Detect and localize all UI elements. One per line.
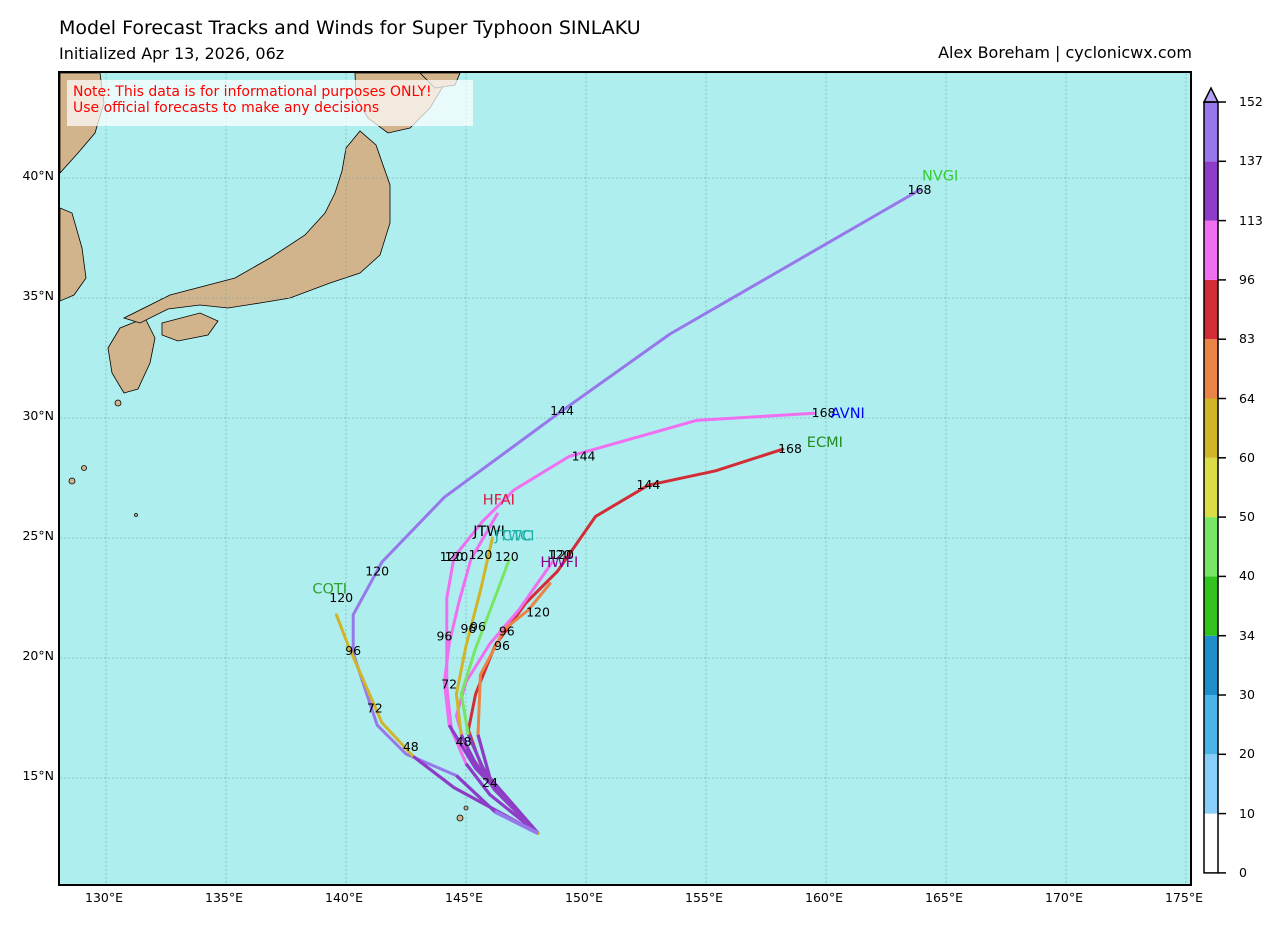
disclaimer-line-2: Use official forecasts to make any decis… <box>73 100 380 116</box>
forecast-hour-label: 96 <box>494 638 510 653</box>
disclaimer-note: Note: This data is for informational pur… <box>67 80 473 126</box>
colorbar-segment <box>1204 813 1218 873</box>
model-label-coti: COTI <box>312 581 347 597</box>
colorbar-tick-label: 10 <box>1239 805 1255 821</box>
lon-tick-label: 135°E <box>204 890 244 905</box>
forecast-hour-label: 144 <box>636 477 660 492</box>
lat-tick-label: 35°N <box>22 288 54 303</box>
forecast-hour-label: 96 <box>460 621 476 636</box>
chart-credit: Alex Boreham | cyclonicwx.com <box>938 43 1192 62</box>
colorbar-tick-label: 60 <box>1239 449 1255 465</box>
forecast-tracks <box>334 188 922 835</box>
colorbar-segment <box>1204 576 1218 636</box>
lon-tick-label: 140°E <box>324 890 364 905</box>
lat-tick-label: 40°N <box>22 168 54 183</box>
colorbar-tick-label: 40 <box>1239 568 1255 584</box>
model-label-hwfi: HWFI <box>540 555 578 571</box>
lon-tick-label: 170°E <box>1044 890 1084 905</box>
colorbar-tick-label: 30 <box>1239 687 1255 702</box>
colorbar-outline <box>1203 101 1219 874</box>
model-label-nvgi: NVGI <box>922 169 958 185</box>
colorbar-tick-label: 64 <box>1239 390 1255 406</box>
lat-tick-label: 15°N <box>22 768 54 783</box>
landmass <box>60 73 469 822</box>
forecast-hour-label: 96 <box>499 624 515 639</box>
colorbar-tick-label: 34 <box>1239 627 1255 643</box>
forecast-hour-label: 120 <box>550 547 574 562</box>
track-intense-segment <box>476 734 540 835</box>
lon-tick-label: 150°E <box>564 890 604 905</box>
lat-tick-label: 20°N <box>22 648 54 663</box>
colorbar-tick-label: 0 <box>1239 864 1247 880</box>
track-labels: 120 144 168 120 144 168 120 144 168 96 120 96 120 96 1… <box>312 169 958 790</box>
colorbar-tick-label: 96 <box>1239 271 1255 287</box>
forecast-hour-label: 168 <box>908 182 932 197</box>
forecast-hour-label: 120 <box>444 549 468 564</box>
forecast-hour-label: 144 <box>572 448 596 463</box>
colorbar-tick-label: 137 <box>1239 153 1263 169</box>
forecast-hour-label: 96 <box>345 643 361 658</box>
colorbar-extend-arrow <box>1202 86 1220 103</box>
lon-tick-label: 160°E <box>804 890 844 905</box>
forecast-hour-label: 120 <box>526 604 550 619</box>
lon-tick-label: 165°E <box>924 890 964 905</box>
lon-tick-label: 175°E <box>1164 890 1204 905</box>
forecast-hour-label: 144 <box>550 403 574 418</box>
model-label-hfai: HFAI <box>483 493 515 509</box>
chart-title: Model Forecast Tracks and Winds for Supe… <box>59 17 641 39</box>
lon-tick-label: 130°E <box>84 890 124 905</box>
colorbar-segment <box>1204 754 1218 814</box>
forecast-hour-label: 120 <box>329 590 353 605</box>
colorbar-segment <box>1204 102 1218 162</box>
track-nvgi <box>351 188 922 835</box>
colorbar-segment <box>1204 457 1218 518</box>
lat-tick-label: 30°N <box>22 408 54 423</box>
colorbar-segment <box>1204 339 1218 399</box>
forecast-hour-label: 120 <box>365 564 389 579</box>
model-label-jtwi: JTWI <box>472 524 505 540</box>
forecast-hour-label: 96 <box>470 619 486 634</box>
forecast-hour-label: 120 <box>468 547 492 562</box>
forecast-hour-label: 24 <box>482 775 498 790</box>
model-label-jtwc: JTWC <box>494 529 533 545</box>
colorbar-segment <box>1204 398 1218 458</box>
colorbar-segment <box>1204 220 1218 280</box>
lon-tick-label: 155°E <box>684 890 724 905</box>
forecast-hour-label: 96 <box>436 628 452 643</box>
model-label-ecmi: ECMI <box>807 435 843 451</box>
lat-tick-label: 25°N <box>22 528 54 543</box>
track-start-segment <box>493 809 539 835</box>
colorbar-tick-label: 20 <box>1239 746 1255 762</box>
forecast-hour-label: 120 <box>548 547 572 562</box>
colorbar-tick-label: 83 <box>1239 331 1255 347</box>
track-intense-segment <box>466 734 540 835</box>
forecast-hour-label: 48 <box>403 739 419 754</box>
gridlines <box>60 73 1190 884</box>
forecast-hour-label: 72 <box>441 676 457 691</box>
colorbar-segment <box>1204 279 1218 340</box>
colorbar-tick-label: 50 <box>1239 509 1255 525</box>
lon-tick-label: 145°E <box>444 890 484 905</box>
colorbar-tick-label: 152 <box>1239 94 1263 109</box>
forecast-hour-label: 72 <box>367 700 383 715</box>
colorbar-segment <box>1204 635 1218 695</box>
track-ecmi <box>466 447 785 835</box>
chart-subtitle: Initialized Apr 13, 2026, 06z <box>59 44 285 63</box>
map-canvas: 120 144 168 120 144 168 120 144 168 96 120 96 120 96 1… <box>60 73 1190 884</box>
track-intense-segment <box>464 762 539 835</box>
wind-colorbar <box>1202 86 1226 874</box>
model-label-avni: AVNI <box>831 406 865 422</box>
forecast-hour-label: 48 <box>456 734 472 749</box>
forecast-hour-label: 168 <box>778 441 802 456</box>
colorbar-tick-label: 113 <box>1239 212 1263 228</box>
disclaimer-line-1: Note: This data is for informational pur… <box>73 84 432 100</box>
forecast-hour-label: 168 <box>812 405 836 420</box>
colorbar-segment <box>1204 695 1218 755</box>
forecast-hour-label: 120 <box>440 549 464 564</box>
colorbar-segment <box>1204 161 1218 221</box>
map-panel: 120 144 168 120 144 168 120 144 168 96 120 96 120 96 1… <box>58 71 1192 886</box>
colorbar-segment <box>1204 517 1218 577</box>
model-label-ctci: CTCI <box>502 529 535 545</box>
forecast-hour-label: 120 <box>495 549 519 564</box>
